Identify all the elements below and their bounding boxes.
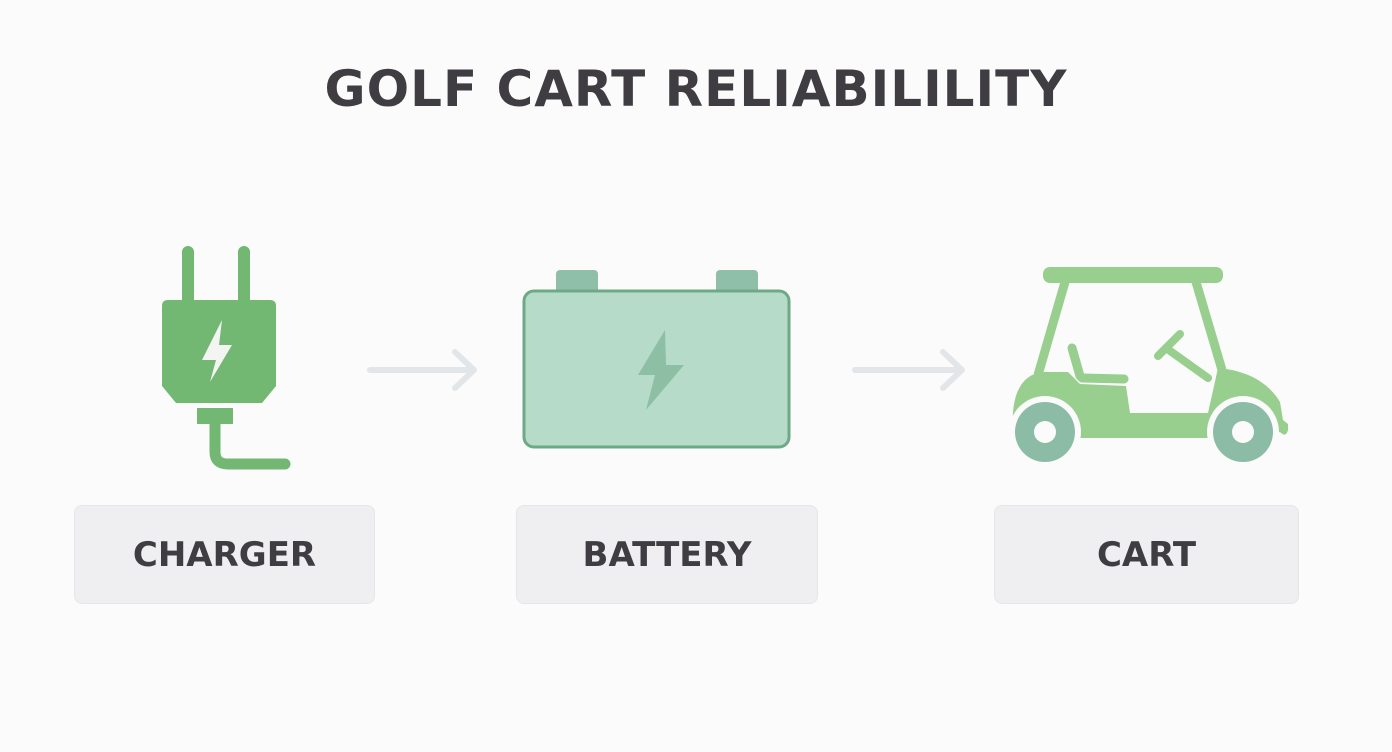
plug-icon: [162, 246, 291, 470]
arrow-right-icon: [367, 349, 477, 391]
diagram-title: GOLF CART RELIABILILITY: [324, 60, 1068, 118]
cart-label: CART: [994, 505, 1299, 604]
charger-label: CHARGER: [74, 505, 375, 604]
arrow-right-icon: [852, 349, 965, 391]
battery-icon: [522, 270, 791, 449]
golf-cart-icon: [1009, 267, 1288, 468]
battery-label: BATTERY: [516, 505, 818, 604]
